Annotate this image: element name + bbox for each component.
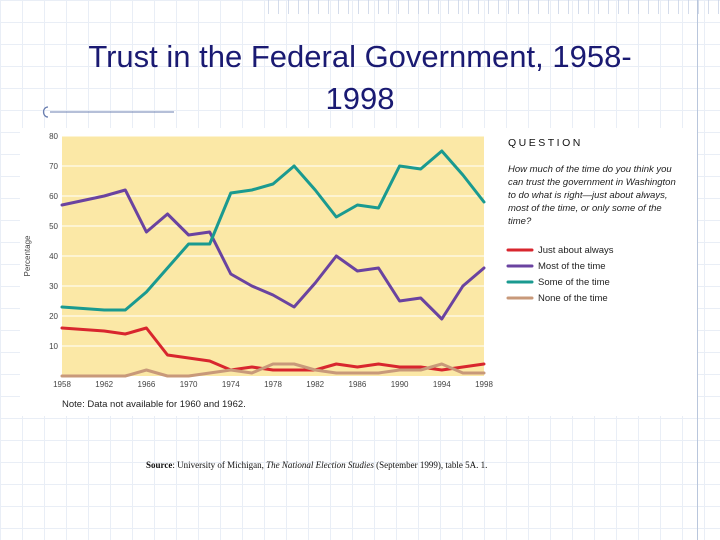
question-line-4: most of the time, or only some of the [508, 203, 662, 214]
source-label: Source [146, 460, 173, 470]
x-tick-1978: 1978 [264, 380, 282, 389]
y-tick-80: 80 [49, 132, 58, 141]
x-tick-1986: 1986 [349, 380, 367, 389]
y-axis-label: Percentage [23, 235, 32, 276]
y-tick-20: 20 [49, 312, 58, 321]
question-heading: QUESTION [508, 137, 583, 149]
chart-note: Note: Data not available for 1960 and 19… [62, 399, 246, 410]
x-tick-1994: 1994 [433, 380, 451, 389]
legend-label-just-about-always: Just about always [538, 245, 614, 256]
series-lines [60, 149, 486, 378]
x-tick-1990: 1990 [391, 380, 409, 389]
legend: Just about always Most of the time Some of… [506, 245, 614, 304]
y-tick-50: 50 [49, 222, 58, 231]
y-tick-40: 40 [49, 252, 58, 261]
source-publication: The National Election Studies [266, 460, 374, 470]
legend-label-none-of-the-time: None of the time [538, 293, 608, 304]
slide-title: Trust in the Federal Government, 1958- 1… [40, 36, 680, 120]
question-text: How much of the time do you think you can… [508, 164, 676, 227]
series-line-just-about-always [60, 326, 486, 372]
corner-decoration [268, 0, 720, 14]
y-tick-30: 30 [49, 282, 58, 291]
question-line-2: can trust the government in Washington [508, 177, 676, 188]
x-tick-1998: 1998 [475, 380, 493, 389]
x-tick-1958: 1958 [53, 380, 71, 389]
grid-layer [62, 135, 484, 347]
right-rule [697, 0, 698, 540]
bullet-decoration [42, 106, 174, 118]
question-line-5: time? [508, 216, 532, 227]
trust-chart: 10 20 30 40 50 60 70 80 1958 1962 1966 1970 1974 197… [23, 132, 676, 410]
source-prefix: : University of Michigan, [172, 460, 267, 470]
series-line-none-of-the-time [60, 362, 486, 378]
question-line-3: to do what is right—just about always, [508, 190, 667, 201]
x-tick-1982: 1982 [306, 380, 324, 389]
x-tick-1962: 1962 [95, 380, 113, 389]
y-tick-labels: 10 20 30 40 50 60 70 80 [49, 132, 58, 351]
y-tick-70: 70 [49, 162, 58, 171]
y-tick-60: 60 [49, 192, 58, 201]
x-tick-1970: 1970 [180, 380, 198, 389]
y-tick-10: 10 [49, 342, 58, 351]
legend-label-some-of-the-time: Some of the time [538, 277, 610, 288]
source-citation: Source: University of Michigan, The Nati… [146, 460, 487, 470]
title-line-2: 1998 [325, 81, 395, 116]
question-line-1: How much of the time do you think you [508, 164, 672, 175]
series-line-most-of-the-time [60, 188, 486, 321]
title-line-1: Trust in the Federal Government, 1958- [88, 39, 632, 74]
x-tick-labels: 1958 1962 1966 1970 1974 1978 1982 1986 1990 1994… [53, 380, 493, 389]
x-tick-1966: 1966 [138, 380, 156, 389]
x-tick-1974: 1974 [222, 380, 240, 389]
series-line-some-of-the-time [60, 149, 486, 312]
source-suffix: (September 1999), table 5A. 1. [373, 460, 488, 470]
chart-panel: 10 20 30 40 50 60 70 80 1958 1962 1966 1970 1974 197… [20, 128, 697, 416]
legend-label-most-of-the-time: Most of the time [538, 261, 606, 272]
